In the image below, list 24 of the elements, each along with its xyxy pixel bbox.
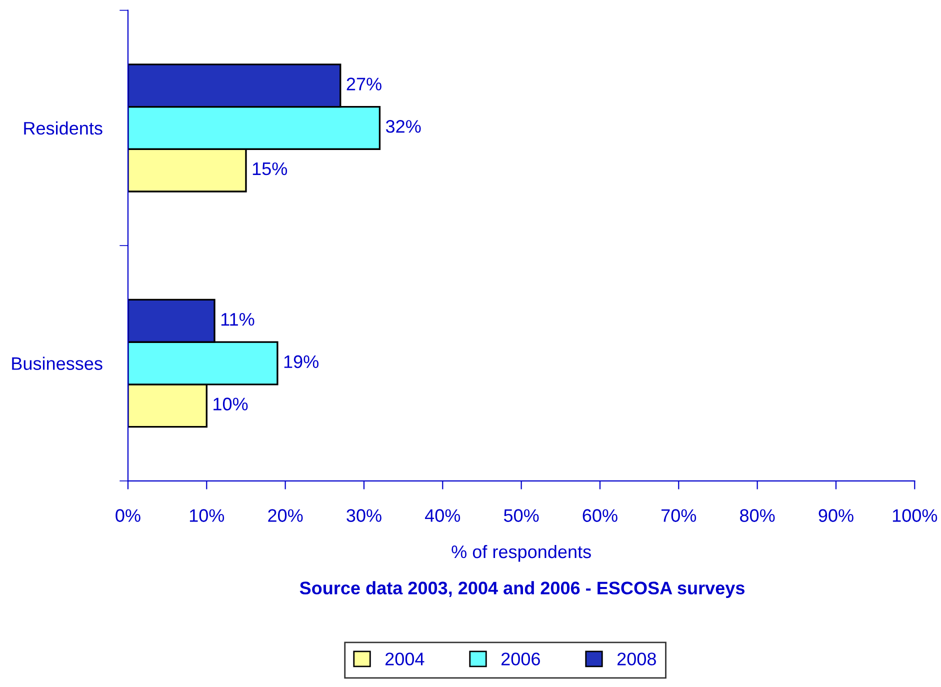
y-tick-label: Businesses — [12, 356, 102, 370]
x-axis-title: % of respondents — [452, 544, 591, 562]
x-tick-label: 20% — [268, 509, 303, 522]
x-tick-label: 100% — [892, 509, 938, 522]
data-label: 11% — [221, 313, 254, 326]
data-label: 15% — [252, 162, 288, 176]
legend-label: 2006 — [501, 652, 540, 666]
data-label: 10% — [214, 398, 248, 410]
y-tick-label: Residents — [24, 121, 102, 135]
source-note: Source data 2003, 2004 and 2006 - ESCOSA surveys — [300, 581, 744, 598]
x-tick-label: 10% — [190, 509, 224, 522]
x-tick-label: 70% — [662, 509, 696, 522]
x-tick-label: 50% — [504, 509, 539, 522]
x-tick-label: 60% — [582, 509, 618, 522]
data-label: 19% — [284, 355, 318, 368]
x-tick-label: 30% — [346, 509, 382, 522]
legend-label: 2004 — [385, 652, 424, 666]
x-tick-label: 0% — [116, 509, 140, 522]
x-tick-label: 40% — [424, 509, 460, 522]
x-tick-label: 90% — [818, 509, 854, 522]
legend-label: 2008 — [617, 652, 656, 666]
data-label: 32% — [386, 120, 421, 133]
x-tick-label: 80% — [740, 509, 775, 522]
data-label: 27% — [346, 78, 382, 90]
